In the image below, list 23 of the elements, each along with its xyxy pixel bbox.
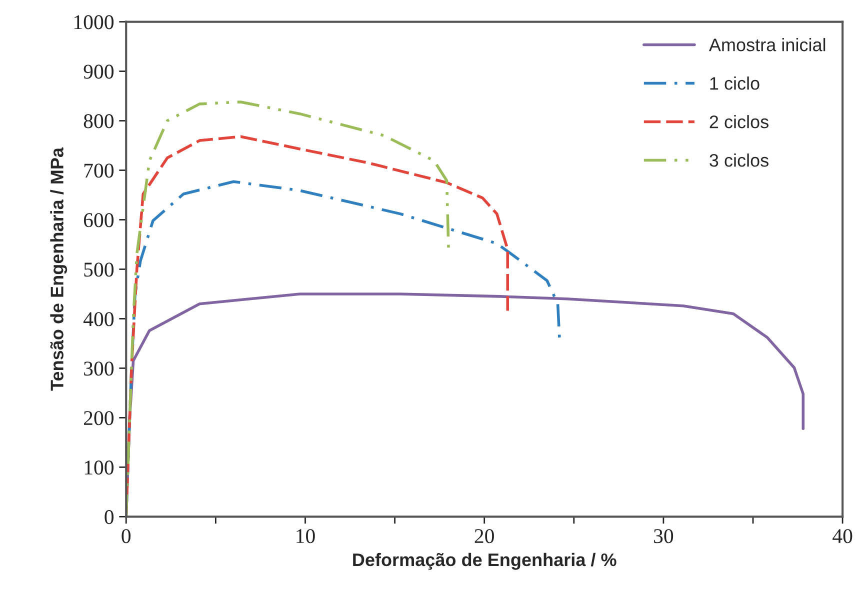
legend-label: 1 ciclo xyxy=(710,76,760,90)
y-tick-label: 500 xyxy=(84,262,114,277)
x-axis-title: Deformação de Engenharia / % xyxy=(353,552,616,570)
y-tick-label: 800 xyxy=(84,114,114,128)
line-series xyxy=(126,100,450,517)
x-tick-label: 10 xyxy=(296,529,315,544)
y-tick-label: 1000 xyxy=(74,15,114,30)
y-tick-label: 300 xyxy=(84,362,114,376)
y-tick-label: 0 xyxy=(104,510,114,524)
y-axis-title: Tensão de Engenharia / MPa xyxy=(50,147,68,391)
legend-label: Amostra inicial xyxy=(708,38,826,52)
legend-label: 2 ciclos xyxy=(710,115,768,128)
x-tick-label: 40 xyxy=(832,529,852,544)
y-tick-label: 600 xyxy=(84,213,114,228)
y-tick-label: 200 xyxy=(84,411,114,426)
y-tick-label: 900 xyxy=(84,64,114,79)
x-tick-label: 0 xyxy=(122,529,131,544)
x-tick-label: 20 xyxy=(474,529,494,544)
y-tick-label: 400 xyxy=(83,312,114,326)
legend-label: 3 ciclos xyxy=(710,154,768,167)
y-tick-label: 100 xyxy=(84,460,114,475)
x-tick-label: 30 xyxy=(654,529,674,544)
y-tick-label: 700 xyxy=(84,164,114,178)
